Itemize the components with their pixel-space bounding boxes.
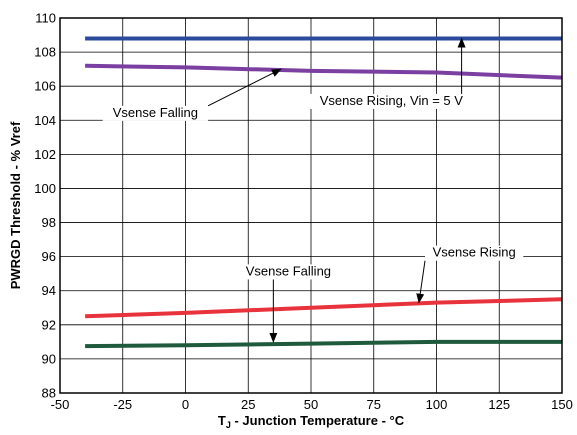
y-tick-label-4: 96 [42, 249, 56, 264]
annotation-box-0 [102, 105, 209, 121]
annotation-label-3: Vsense Rising [433, 245, 516, 260]
annotation-label-1: Vsense Rising, Vin = 5 V [320, 93, 464, 108]
x-tick-label-3: 25 [241, 397, 255, 412]
y-tick-label-8: 104 [34, 113, 56, 128]
y-tick-label-0: 88 [42, 386, 56, 401]
annotations: Vsense Falling Vsense Rising, Vin = 5 V Vs… [102, 37, 524, 343]
y-tick-label-1: 90 [42, 351, 56, 366]
y-tick-label-10: 108 [34, 45, 56, 60]
x-tick-label-6: 100 [426, 397, 448, 412]
annotation-box-1 [303, 93, 480, 109]
x-axis-title-symbol: T [218, 413, 226, 428]
y-tick-label-7: 102 [34, 147, 56, 162]
x-tick-label-5: 75 [367, 397, 381, 412]
plot-frame [59, 17, 563, 394]
annotation-box-3 [425, 245, 524, 261]
annotation-label-0: Vsense Falling [113, 105, 198, 120]
annotation-arrow-3 [416, 260, 426, 304]
series-line-2 [85, 297, 563, 319]
series-line-1 [85, 63, 563, 80]
x-axis-title: TJ - Junction Temperature - °C [218, 413, 405, 430]
annotation-label-2: Vsense Falling [246, 263, 331, 278]
x-tick-label-7: 125 [488, 397, 510, 412]
series-lines [85, 36, 563, 349]
series-line-3 [85, 339, 562, 349]
y-tick-label-6: 100 [34, 181, 56, 196]
x-tick-label-8: 150 [551, 397, 573, 412]
y-tick-label-11: 110 [35, 11, 56, 26]
y-tick-label-3: 94 [42, 283, 56, 298]
x-axis-title-subscript: J [226, 420, 231, 430]
x-tick-label-0: -50 [51, 397, 70, 412]
y-tick-label-9: 106 [34, 79, 56, 94]
x-tick-label-4: 50 [304, 397, 318, 412]
x-axis-title-text: - Junction Temperature - °C [231, 413, 405, 428]
annotation-arrow-0 [207, 68, 282, 107]
y-tick-label-2: 92 [42, 317, 56, 332]
y-tick-labels: 88 90 92 94 96 98 100 102 104 106 108 110 [34, 11, 56, 401]
x-tick-labels: -50 -25 0 25 50 75 100 125 150 [51, 397, 573, 412]
y-axis-title: PWRGD Threshold - % Vref [8, 121, 23, 289]
x-tick-label-1: -25 [113, 397, 132, 412]
annotation-box-2 [235, 264, 342, 280]
y-tick-label-5: 98 [42, 215, 56, 230]
x-tick-label-2: 0 [182, 397, 189, 412]
